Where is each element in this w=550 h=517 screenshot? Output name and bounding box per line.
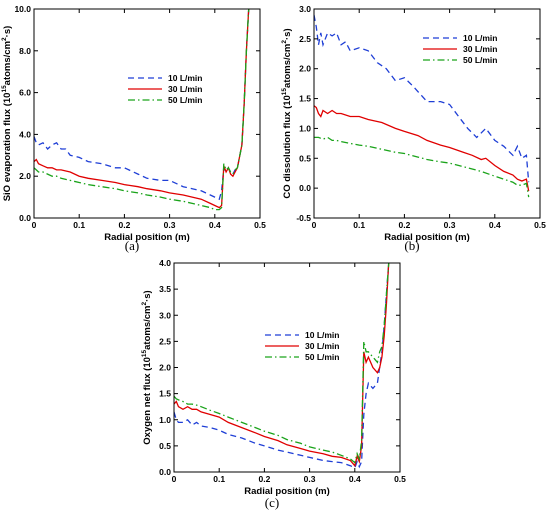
legend-label: 10 L/min (463, 33, 497, 43)
x-tick-label: 0 (32, 220, 37, 230)
y-tick-label: 0.0 (299, 183, 311, 193)
series-line-c-1 (174, 263, 389, 466)
y-tick-label: 1.0 (299, 123, 311, 133)
plot-frame-a (34, 9, 260, 218)
legend-label: 10 L/min (168, 73, 202, 83)
series-line-a-2 (34, 9, 249, 210)
x-tick-label: 0.5 (394, 474, 406, 484)
y-tick-label: 2.0 (19, 171, 31, 181)
x-tick-label: 0.3 (444, 220, 456, 230)
plot-frame-b (314, 9, 540, 218)
y-tick-label: 6.0 (19, 88, 31, 98)
x-tick-label: 0.1 (353, 220, 365, 230)
legend-label: 10 L/min (305, 330, 339, 340)
legend-label: 50 L/min (463, 55, 497, 65)
series-line-c-0 (174, 263, 389, 468)
y-tick-label: 2.5 (299, 34, 311, 44)
x-tick-label: 0.3 (304, 474, 316, 484)
series-line-a-1 (34, 9, 249, 208)
y-tick-label: 3.5 (159, 284, 171, 294)
y-axis-label: Oxygen net flux (1015atoms/cm2·s) (141, 290, 153, 444)
y-tick-label: 2.5 (159, 336, 171, 346)
y-tick-label: 2.0 (159, 363, 171, 373)
panel-label-a: (a) (125, 238, 139, 253)
y-tick-label: 1.0 (159, 415, 171, 425)
y-tick-label: 10.0 (14, 4, 31, 14)
legend-label: 30 L/min (168, 84, 202, 94)
x-axis-label: Radial position (m) (104, 232, 190, 243)
x-tick-label: 0.1 (213, 474, 225, 484)
y-axis-label: SiO evaporation flux (1015atoms/cm2·s) (1, 26, 13, 202)
x-tick-label: 0.4 (489, 220, 501, 230)
legend-label: 30 L/min (305, 341, 339, 351)
y-axis-label: CO dissolution flux (1015atoms/cm2·s) (281, 28, 293, 198)
chart-a: 0 0.1 0.2 0.3 0.4 0.5 0.0 2.0 4.0 6.0 8.0 10.0 Radia… (1, 4, 266, 253)
plot-frame-c (174, 263, 400, 472)
y-tick-label: 8.0 (19, 46, 31, 56)
legend-label: 30 L/min (463, 44, 497, 54)
legend-label: 50 L/min (305, 352, 339, 362)
y-tick-label: 3.0 (159, 310, 171, 320)
x-tick-label: 0.3 (164, 220, 176, 230)
chart-c: 0 0.1 0.2 0.3 0.4 0.5 0.0 0.5 1.0 1.5 2.0 2.5 3.0 3.5… (141, 258, 406, 510)
x-axis-label: Radial position (m) (244, 486, 330, 497)
chart-b: 0 0.1 0.2 0.3 0.4 0.5 -0.5 0.0 0.5 1.0 1.5 2.0 2.5 3.… (281, 4, 546, 253)
x-tick-label: 0.1 (73, 220, 85, 230)
series-line-b-1 (314, 106, 529, 191)
x-tick-label: 0 (312, 220, 317, 230)
y-tick-label: 0.0 (159, 467, 171, 477)
x-tick-label: 0.5 (254, 220, 266, 230)
x-tick-label: 0.4 (349, 474, 361, 484)
y-tick-label: 4.0 (159, 258, 171, 268)
y-tick-label: 0.5 (299, 153, 311, 163)
x-tick-label: 0.2 (398, 220, 410, 230)
series-line-c-2 (174, 263, 389, 463)
panel-label-b: (b) (404, 238, 419, 253)
x-axis-label: Radial position (m) (384, 232, 470, 243)
y-tick-label: 2.0 (299, 64, 311, 74)
y-tick-label: 0.0 (19, 213, 31, 223)
y-tick-label: 4.0 (19, 129, 31, 139)
x-tick-label: 0.4 (209, 220, 221, 230)
x-tick-label: 0.2 (118, 220, 130, 230)
x-tick-label: 0 (172, 474, 177, 484)
y-tick-label: 1.5 (159, 389, 171, 399)
legend-label: 50 L/min (168, 95, 202, 105)
x-tick-label: 0.5 (534, 220, 546, 230)
x-tick-label: 0.2 (258, 474, 270, 484)
y-tick-label: 3.0 (299, 4, 311, 14)
y-tick-label: 0.5 (159, 441, 171, 451)
y-tick-label: -0.5 (296, 213, 311, 223)
y-tick-label: 1.5 (299, 94, 311, 104)
panel-label-c: (c) (265, 495, 279, 510)
